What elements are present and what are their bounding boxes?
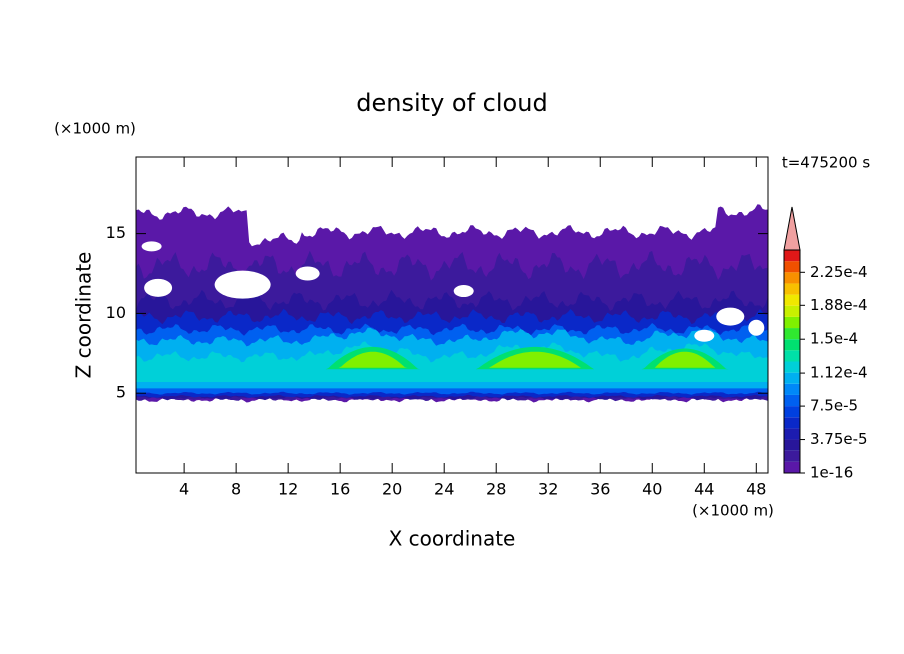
colorbar-tick-label: 3.75e-5 — [810, 430, 868, 448]
cloud-free-area — [214, 270, 271, 299]
colorbar-tick-label: 1e-16 — [810, 464, 853, 482]
time-label: t=475200 s — [782, 154, 870, 172]
x-tick-label: 48 — [746, 480, 766, 499]
colorbar-band — [784, 261, 800, 273]
x-tick-label: 20 — [382, 480, 402, 499]
x-tick-label: 24 — [434, 480, 454, 499]
colorbar-band — [784, 272, 800, 284]
chart-title: density of cloud — [356, 89, 547, 117]
cloud-free-area — [694, 329, 715, 342]
x-tick-label: 32 — [538, 480, 558, 499]
colorbar-band — [784, 305, 800, 317]
axes: 4 8 12 16 20 24 28 32 36 40 44 48510151e-163.75e-57… — [106, 156, 868, 499]
y-axis-label: Z coordinate — [72, 252, 96, 379]
x-unit: (×1000 m) — [692, 502, 774, 520]
colorbar-band — [784, 350, 800, 362]
cloud-free-area — [295, 266, 320, 281]
cloud-free-area — [141, 241, 162, 252]
plot-frame — [135, 156, 769, 474]
contour-field — [136, 204, 768, 403]
x-tick-label: 16 — [330, 480, 350, 499]
colorbar-tick-label: 2.25e-4 — [810, 263, 868, 281]
colorbar-band — [784, 394, 800, 407]
y-tick-label: 10 — [106, 303, 126, 322]
x-tick-label: 44 — [694, 480, 714, 499]
colorbar-band — [784, 450, 800, 462]
colorbar-frame — [783, 249, 801, 474]
x-tick-label: 28 — [486, 480, 506, 499]
x-tick-label: 36 — [590, 480, 610, 499]
colorbar-band — [784, 294, 800, 306]
colorbar-extend — [783, 206, 801, 251]
colorbar-band — [784, 461, 800, 473]
colorbar-band — [784, 361, 800, 373]
colorbar-band — [784, 316, 800, 329]
contour-band — [136, 351, 768, 368]
contour-band — [136, 341, 768, 382]
colorbar-tick-label: 1.5e-4 — [810, 330, 858, 348]
colorbar-band — [784, 406, 800, 418]
cloud-free-area — [716, 307, 745, 326]
colorbar-tick-label: 7.5e-5 — [810, 397, 858, 415]
colorbar-band — [784, 439, 800, 451]
colorbar-band — [784, 339, 800, 351]
x-axis-label: X coordinate — [389, 527, 516, 551]
colorbar-band — [784, 372, 800, 384]
x-tick-label: 40 — [642, 480, 662, 499]
y-tick-label: 15 — [106, 223, 126, 242]
colorbar-band — [784, 328, 800, 340]
colorbar-tick-label: 1.88e-4 — [810, 296, 868, 314]
colorbar-band — [784, 428, 800, 440]
x-tick-label: 4 — [179, 480, 189, 499]
x-tick-label: 8 — [231, 480, 241, 499]
colorbar-band — [784, 250, 800, 262]
cloud-free-area — [748, 319, 765, 336]
y-tick-label: 5 — [116, 383, 126, 402]
y-unit: (×1000 m) — [54, 120, 136, 138]
cloud-free-area — [453, 285, 474, 298]
colorbar-band — [784, 283, 800, 295]
cloud-free-area — [144, 278, 173, 297]
x-tick-label: 12 — [278, 480, 298, 499]
colorbar-band — [784, 383, 800, 395]
colorbar-tick-label: 1.12e-4 — [810, 364, 868, 382]
colorbar-band — [784, 417, 800, 429]
